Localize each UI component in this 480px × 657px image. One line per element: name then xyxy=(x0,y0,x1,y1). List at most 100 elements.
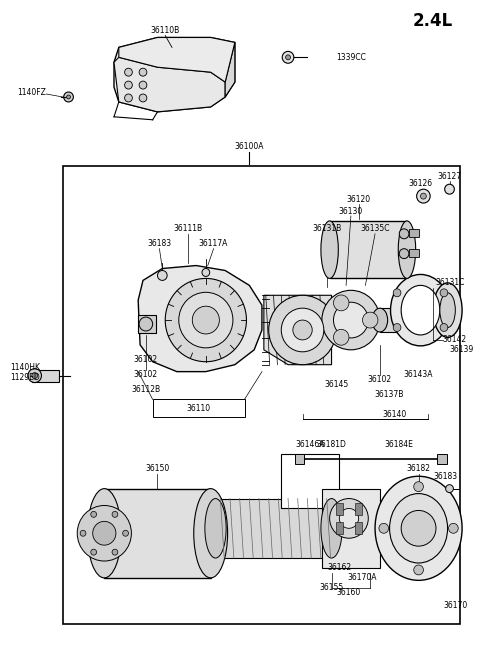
Bar xyxy=(336,522,343,534)
Circle shape xyxy=(440,289,448,297)
Text: 36150: 36150 xyxy=(145,464,169,473)
Circle shape xyxy=(28,369,41,382)
Bar xyxy=(355,522,362,534)
Text: 36145: 36145 xyxy=(324,380,348,389)
Text: 1129ED: 1129ED xyxy=(11,373,40,382)
Ellipse shape xyxy=(205,499,226,558)
Circle shape xyxy=(282,51,294,63)
Text: 36127: 36127 xyxy=(437,171,462,181)
Circle shape xyxy=(281,308,324,351)
Circle shape xyxy=(417,189,430,203)
Bar xyxy=(437,454,446,464)
Text: 36110: 36110 xyxy=(186,404,210,413)
Circle shape xyxy=(339,509,359,528)
Text: 36100A: 36100A xyxy=(235,142,264,151)
Circle shape xyxy=(123,530,129,536)
Bar xyxy=(355,503,362,514)
Bar xyxy=(216,499,332,558)
Text: 36146A: 36146A xyxy=(296,440,325,449)
Text: 36181D: 36181D xyxy=(317,440,347,449)
Ellipse shape xyxy=(321,221,338,279)
Circle shape xyxy=(77,505,132,561)
Text: 36170: 36170 xyxy=(443,601,468,610)
Text: 36135C: 36135C xyxy=(360,224,390,233)
Text: 1339CC: 1339CC xyxy=(336,53,366,62)
Circle shape xyxy=(112,549,118,555)
Text: 36102: 36102 xyxy=(134,355,158,364)
Bar xyxy=(295,454,304,464)
Text: 36140: 36140 xyxy=(382,410,407,419)
Circle shape xyxy=(445,485,454,493)
Text: 36170A: 36170A xyxy=(348,574,377,582)
Circle shape xyxy=(202,269,210,277)
Polygon shape xyxy=(119,37,235,82)
Circle shape xyxy=(125,94,132,102)
Bar xyxy=(153,399,244,417)
Circle shape xyxy=(179,292,233,348)
Circle shape xyxy=(414,565,423,575)
Bar xyxy=(104,489,211,578)
Ellipse shape xyxy=(440,293,456,327)
Circle shape xyxy=(165,279,246,362)
Text: 36120: 36120 xyxy=(347,194,371,204)
Ellipse shape xyxy=(398,221,416,279)
Polygon shape xyxy=(114,37,235,112)
Bar xyxy=(409,249,419,257)
Circle shape xyxy=(334,329,349,345)
Circle shape xyxy=(80,530,86,536)
Text: 36117A: 36117A xyxy=(199,239,228,248)
Circle shape xyxy=(32,373,37,378)
Text: 1140HK: 1140HK xyxy=(11,363,40,372)
Circle shape xyxy=(448,524,458,533)
Text: 36182: 36182 xyxy=(407,464,431,473)
Circle shape xyxy=(401,510,436,546)
Polygon shape xyxy=(264,295,332,365)
Circle shape xyxy=(334,302,368,338)
Circle shape xyxy=(362,312,378,328)
Text: 36139: 36139 xyxy=(449,346,474,354)
Bar xyxy=(138,315,156,333)
Circle shape xyxy=(64,92,73,102)
Text: 36111B: 36111B xyxy=(174,224,203,233)
Circle shape xyxy=(139,317,153,331)
Circle shape xyxy=(93,522,116,545)
Circle shape xyxy=(269,295,336,365)
Circle shape xyxy=(112,511,118,517)
Bar xyxy=(330,221,407,279)
Circle shape xyxy=(91,549,96,555)
Text: 36143A: 36143A xyxy=(404,370,433,379)
Circle shape xyxy=(399,249,409,259)
Text: 36162: 36162 xyxy=(327,564,351,572)
Circle shape xyxy=(399,229,409,238)
Circle shape xyxy=(125,81,132,89)
Circle shape xyxy=(379,524,389,533)
Circle shape xyxy=(420,193,426,199)
Ellipse shape xyxy=(406,308,421,332)
Circle shape xyxy=(125,68,132,76)
Bar xyxy=(409,229,419,237)
Bar xyxy=(281,454,339,509)
Circle shape xyxy=(444,184,455,194)
Circle shape xyxy=(322,290,380,350)
Polygon shape xyxy=(138,265,262,372)
Circle shape xyxy=(414,482,423,491)
Polygon shape xyxy=(114,57,225,112)
Circle shape xyxy=(440,323,448,332)
Ellipse shape xyxy=(375,476,462,580)
Text: 36130: 36130 xyxy=(339,206,363,215)
Bar xyxy=(380,308,414,332)
Circle shape xyxy=(139,94,147,102)
Polygon shape xyxy=(225,43,235,97)
Circle shape xyxy=(139,68,147,76)
Text: 36137B: 36137B xyxy=(375,390,404,399)
Text: 36160: 36160 xyxy=(337,588,361,597)
Polygon shape xyxy=(322,489,380,568)
Circle shape xyxy=(393,323,401,332)
Text: 36131C: 36131C xyxy=(435,278,464,287)
Circle shape xyxy=(67,95,71,99)
Ellipse shape xyxy=(391,275,451,346)
Text: 36131B: 36131B xyxy=(312,224,341,233)
Text: 36184E: 36184E xyxy=(385,440,414,449)
Circle shape xyxy=(286,55,290,60)
Text: 36112B: 36112B xyxy=(132,385,160,394)
